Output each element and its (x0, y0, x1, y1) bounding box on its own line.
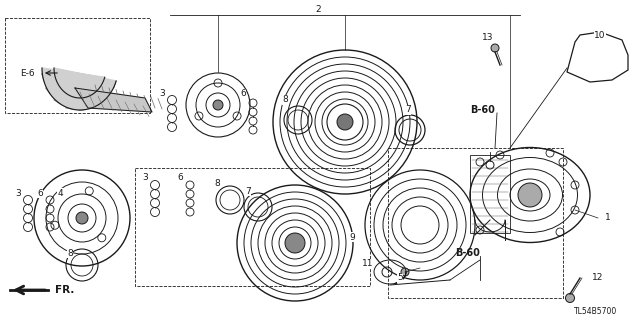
Text: 2: 2 (315, 4, 321, 13)
Text: 6: 6 (177, 174, 183, 182)
Text: FR.: FR. (55, 285, 74, 295)
Polygon shape (567, 32, 628, 82)
Text: 6: 6 (240, 90, 246, 99)
Polygon shape (42, 68, 116, 110)
Circle shape (213, 100, 223, 110)
Text: B-60: B-60 (455, 248, 480, 258)
Text: 7: 7 (405, 106, 411, 115)
Text: TL54B5700: TL54B5700 (574, 308, 618, 316)
Text: 10: 10 (595, 31, 605, 40)
Text: B-60: B-60 (470, 105, 495, 115)
Text: 12: 12 (592, 273, 604, 283)
Text: 8: 8 (282, 95, 288, 105)
Text: 7: 7 (245, 187, 251, 196)
Bar (135, 168, 370, 286)
Text: 9: 9 (349, 233, 355, 241)
Text: 3: 3 (15, 189, 21, 197)
Circle shape (518, 183, 542, 207)
Circle shape (285, 233, 305, 253)
Text: 13: 13 (483, 33, 493, 42)
Circle shape (76, 212, 88, 224)
Bar (470, 155, 510, 233)
Text: 11: 11 (362, 259, 374, 269)
Text: 5: 5 (397, 273, 403, 283)
Text: 1: 1 (605, 213, 611, 222)
Text: 8: 8 (67, 249, 73, 257)
Text: 4: 4 (57, 189, 63, 197)
Bar (388, 148, 563, 298)
Circle shape (566, 293, 575, 302)
Text: E-6: E-6 (20, 69, 35, 78)
Text: 8: 8 (214, 179, 220, 188)
Text: 3: 3 (159, 88, 165, 98)
Circle shape (491, 44, 499, 52)
Polygon shape (75, 88, 152, 112)
Circle shape (337, 114, 353, 130)
Circle shape (401, 268, 409, 276)
Text: 6: 6 (37, 189, 43, 197)
Bar (5, 18, 150, 113)
Text: 3: 3 (142, 174, 148, 182)
